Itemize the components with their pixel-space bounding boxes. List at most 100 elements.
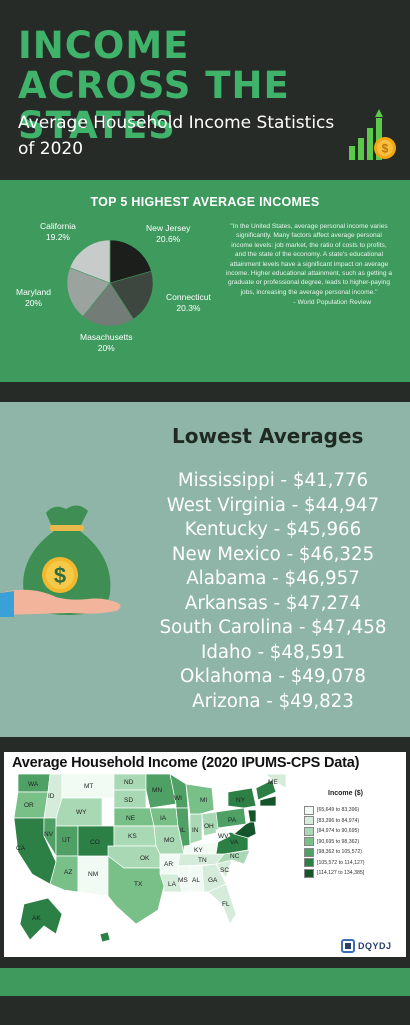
money-bag-hand-icon: $ bbox=[0, 505, 121, 617]
legend-label: [90,695 to 98,362) bbox=[317, 838, 360, 845]
legend-item: [105,572 to 114,127) bbox=[304, 858, 404, 868]
legend-item: [65,649 to 83,396) bbox=[304, 805, 404, 815]
svg-text:IA: IA bbox=[160, 815, 167, 822]
legend-swatch bbox=[304, 868, 314, 878]
svg-text:NE: NE bbox=[126, 815, 136, 822]
svg-text:MO: MO bbox=[164, 837, 174, 844]
map-card: Average Household Income (2020 IPUMS-CPS… bbox=[4, 752, 406, 957]
footer-band bbox=[0, 968, 410, 996]
svg-text:AK: AK bbox=[32, 915, 41, 922]
svg-text:MI: MI bbox=[200, 797, 207, 804]
svg-text:IL: IL bbox=[180, 827, 186, 834]
list-item: Idaho - $48,591 bbox=[200, 641, 346, 663]
state-hi bbox=[99, 931, 111, 943]
list-item: West Virginia - $44,947 bbox=[166, 494, 380, 516]
quote-block: "In the United States, average personal … bbox=[225, 222, 393, 308]
legend-swatch bbox=[304, 805, 314, 815]
legend-label: [114,127 to 134,385] bbox=[317, 870, 365, 876]
svg-text:KY: KY bbox=[194, 847, 203, 854]
svg-text:KS: KS bbox=[128, 833, 137, 840]
svg-text:PA: PA bbox=[228, 817, 237, 824]
state-ma bbox=[259, 795, 277, 807]
legend-label: [105,572 to 114,127) bbox=[317, 859, 365, 866]
pie-chart bbox=[66, 239, 154, 327]
state-ak bbox=[19, 897, 63, 941]
map-title: Average Household Income (2020 IPUMS-CPS… bbox=[12, 755, 360, 771]
legend-label: [98,362 to 105,572) bbox=[317, 849, 362, 855]
svg-text:CO: CO bbox=[90, 839, 100, 846]
svg-text:MS: MS bbox=[178, 877, 188, 884]
pie-label-name: California bbox=[40, 221, 76, 231]
pie-label-name: Masachusetts bbox=[80, 332, 133, 342]
state-la bbox=[159, 873, 183, 893]
state-tx bbox=[107, 855, 165, 925]
legend-swatch bbox=[304, 858, 314, 867]
pie-label-name: Connecticut bbox=[166, 292, 211, 302]
map-legend: Income ($) [65,649 to 83,396) [83,396 to… bbox=[304, 790, 404, 879]
state-me bbox=[265, 774, 287, 789]
pie-label-masachusetts: Masachusetts 20% bbox=[80, 332, 132, 354]
brand-name: DQYDJ bbox=[358, 941, 392, 951]
legend-item: [98,362 to 105,572) bbox=[304, 847, 404, 857]
legend-swatch bbox=[304, 816, 314, 825]
header: INCOME ACROSS THE STATES Average Househo… bbox=[0, 0, 410, 180]
pie-slice-maryland bbox=[66, 267, 111, 317]
svg-text:OR: OR bbox=[24, 802, 34, 809]
pie-slice-california bbox=[69, 239, 111, 284]
list-item: New Mexico - $46,325 bbox=[171, 543, 375, 565]
pie-label-new-jersey: New Jersey 20.6% bbox=[146, 223, 190, 245]
legend-title: Income ($) bbox=[328, 790, 364, 797]
pie-slice-masachusetts bbox=[82, 282, 134, 327]
svg-text:IN: IN bbox=[192, 827, 199, 834]
quote-source: - World Population Review bbox=[293, 299, 371, 307]
svg-text:SC: SC bbox=[220, 867, 229, 874]
svg-text:VA: VA bbox=[230, 839, 239, 846]
legend-swatch bbox=[304, 837, 314, 846]
pie-label-value: 20% bbox=[24, 298, 42, 308]
svg-text:ME: ME bbox=[268, 779, 278, 786]
legend-item: [114,127 to 134,385] bbox=[304, 868, 404, 878]
svg-text:TX: TX bbox=[134, 881, 143, 888]
svg-text:NC: NC bbox=[230, 853, 240, 860]
svg-text:ID: ID bbox=[48, 793, 55, 800]
legend-swatch bbox=[304, 826, 314, 836]
pie-label-california: California 19.2% bbox=[40, 221, 76, 243]
state-fl bbox=[207, 883, 237, 925]
map-section: Average Household Income (2020 IPUMS-CPS… bbox=[0, 737, 410, 965]
svg-text:WY: WY bbox=[76, 809, 87, 816]
lowest-list: Mississippi - $41,776 West Virginia - $4… bbox=[142, 469, 404, 714]
svg-text:NM: NM bbox=[88, 871, 98, 878]
legend-swatch bbox=[304, 847, 314, 857]
pie-label-value: 20.6% bbox=[156, 234, 181, 244]
svg-text:ND: ND bbox=[124, 779, 134, 786]
svg-text:WV: WV bbox=[218, 833, 229, 840]
state-ny bbox=[227, 787, 257, 809]
legend-label: [83,396 to 84,974) bbox=[317, 817, 360, 824]
svg-text:WA: WA bbox=[28, 781, 39, 788]
svg-text:NV: NV bbox=[44, 831, 54, 838]
legend-label: [84,974 to 90,695) bbox=[317, 828, 360, 834]
growth-chart-dollar-icon: $ bbox=[349, 109, 396, 160]
svg-text:AZ: AZ bbox=[64, 869, 72, 876]
list-item: Arkansas - $47,274 bbox=[184, 592, 362, 614]
svg-text:OH: OH bbox=[204, 823, 214, 830]
svg-text:CA: CA bbox=[16, 845, 26, 852]
svg-text:MN: MN bbox=[152, 787, 162, 794]
state-mn bbox=[145, 774, 177, 809]
list-item: Mississippi - $41,776 bbox=[177, 470, 369, 491]
pie-label-name: New Jersey bbox=[146, 223, 191, 233]
pie-chart-title: TOP 5 HIGHEST AVERAGE INCOMES bbox=[90, 195, 320, 209]
legend-item: [90,695 to 98,362) bbox=[304, 837, 404, 847]
list-item: Oklahoma - $49,078 bbox=[180, 666, 366, 687]
svg-text:$: $ bbox=[382, 142, 389, 156]
page-subtitle: Average Household Income Statistics of 2… bbox=[18, 113, 335, 159]
dqydj-logo-icon bbox=[341, 939, 355, 953]
svg-text:UT: UT bbox=[62, 837, 71, 844]
svg-text:FL: FL bbox=[222, 901, 230, 908]
svg-text:TN: TN bbox=[198, 857, 207, 864]
pie-label-maryland: Maryland 20% bbox=[16, 287, 51, 309]
svg-text:AR: AR bbox=[164, 861, 173, 868]
svg-text:WI: WI bbox=[174, 795, 182, 802]
lowest-title: Lowest Averages bbox=[172, 424, 364, 448]
legend-label: [65,649 to 83,396) bbox=[317, 807, 360, 813]
